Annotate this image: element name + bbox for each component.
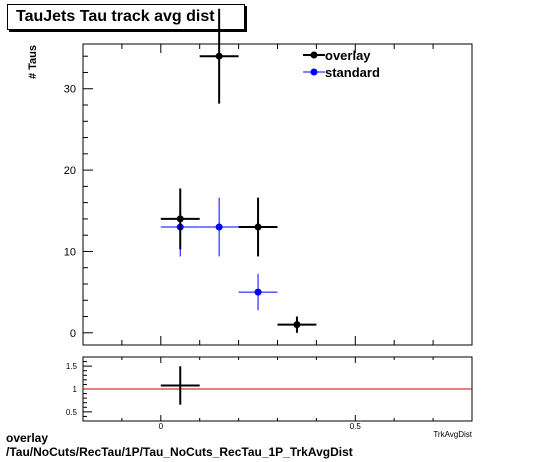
data-point-overlay — [277, 316, 317, 333]
marker — [176, 215, 184, 223]
y-tick-label: 10 — [64, 246, 76, 258]
x-tick-label: 0 — [159, 422, 164, 431]
ratio-point — [160, 366, 200, 405]
x-axis-label: TrkAvgDist — [433, 430, 472, 439]
x-tick-label: 0.5 — [350, 422, 362, 431]
data-point-standard — [199, 197, 239, 257]
legend-label: overlay — [325, 48, 371, 63]
marker — [215, 223, 223, 231]
data-point-standard — [238, 273, 278, 311]
data-point-overlay — [199, 8, 239, 104]
ratio-y-tick-label: 0.5 — [66, 408, 78, 417]
ratio-y-tick-label: 1.5 — [66, 362, 78, 371]
chart-title: TauJets Tau track avg dist — [16, 8, 215, 25]
y-tick-label: 0 — [70, 328, 76, 340]
ratio-y-tick-label: 1 — [73, 385, 78, 394]
y-axis-label: # Taus — [27, 45, 39, 79]
marker — [215, 52, 223, 60]
legend-marker — [310, 68, 318, 76]
legend-label: standard — [325, 65, 380, 80]
footer-path: /Tau/NoCuts/RecTau/1P/Tau_NoCuts_RecTau_… — [6, 445, 353, 459]
legend-entry-standard: standard — [303, 65, 380, 80]
data-point-overlay — [238, 197, 278, 257]
plot-frame — [82, 43, 473, 346]
data-point-overlay — [160, 188, 200, 250]
legend-marker — [310, 51, 318, 59]
footer-label: overlay — [6, 431, 49, 445]
y-tick-label: 20 — [64, 165, 76, 177]
chart-title-box: TauJets Tau track avg dist — [7, 4, 245, 30]
marker — [254, 223, 262, 231]
marker — [293, 321, 301, 329]
y-tick-label: 30 — [64, 84, 76, 96]
marker — [254, 288, 262, 296]
legend-entry-overlay: overlay — [303, 48, 371, 63]
